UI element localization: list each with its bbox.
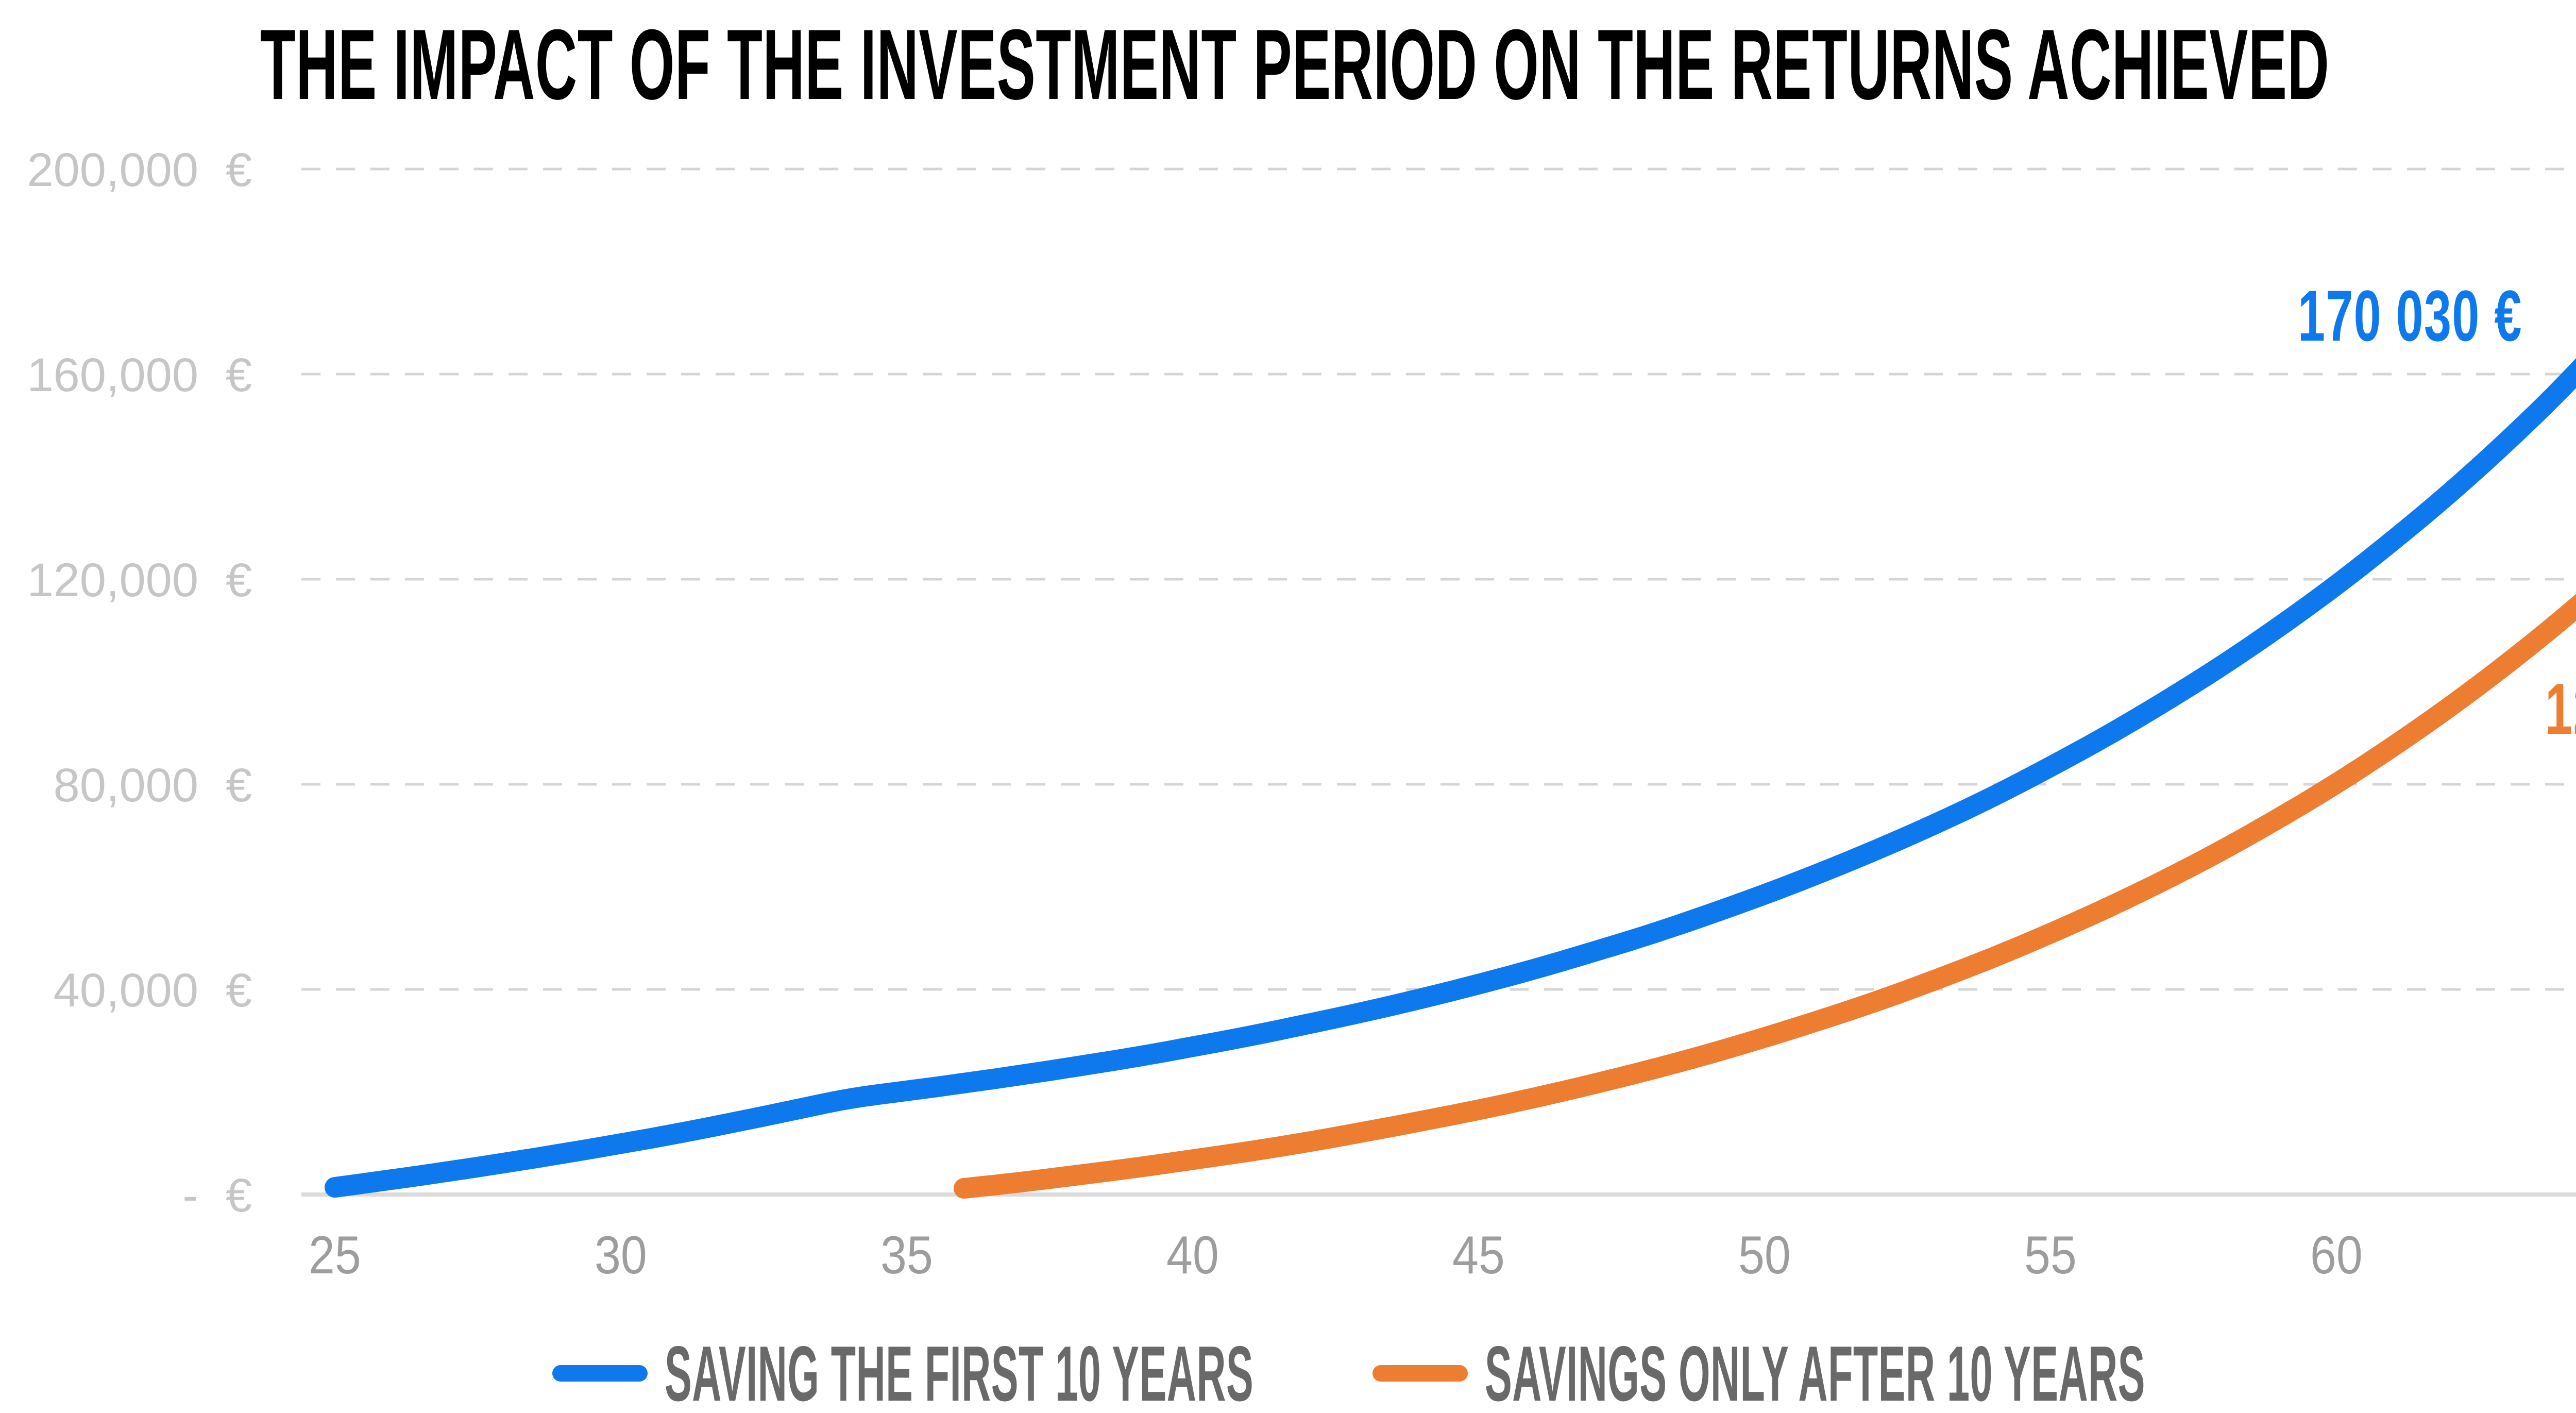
y-axis-label-number: -	[182, 1169, 198, 1222]
x-axis-label-text: 30	[595, 1225, 647, 1285]
euro-symbol: €	[226, 1169, 252, 1222]
x-axis-label-65: 65	[2561, 1223, 2576, 1288]
y-axis-label-number: 40,000	[53, 964, 198, 1017]
series-curves-group	[325, 358, 2576, 1199]
x-axis-label-text: 35	[880, 1225, 933, 1285]
chart-title-text: THE IMPACT OF THE INVESTMENT PERIOD ON T…	[260, 9, 2330, 121]
y-axis-label-160000: 160,000 €	[0, 351, 258, 399]
line-saving-the-first-10-years	[325, 358, 2576, 1198]
end-label-savings-only-after-10-years: 122 346 €	[2545, 673, 2576, 745]
legend-swatch-savings-only-after-10-years	[1372, 1365, 1468, 1382]
x-axis-label-text: 50	[1738, 1225, 1791, 1285]
x-axis-label-25: 25	[273, 1223, 397, 1288]
x-axis-label-text: 60	[2310, 1225, 2363, 1285]
x-axis-label-50: 50	[1703, 1223, 1826, 1288]
x-axis-label-45: 45	[1417, 1223, 1540, 1288]
x-axis-label-55: 55	[1989, 1223, 2112, 1288]
euro-symbol: €	[226, 964, 252, 1017]
euro-symbol: €	[226, 554, 252, 607]
euro-symbol: €	[226, 144, 252, 196]
legend-label-saving-first-10-years: SAVING THE FIRST 10 YEARS	[665, 1330, 1254, 1413]
x-axis-label-40: 40	[1131, 1223, 1255, 1288]
y-axis-label-200000: 200,000 €	[0, 146, 258, 194]
euro-symbol: €	[226, 349, 252, 401]
x-axis-label-30: 30	[559, 1223, 683, 1288]
line-savings-only-after-10-years	[954, 594, 2576, 1199]
x-axis-label-text: 55	[2024, 1225, 2077, 1285]
x-axis-label-text: 45	[1452, 1225, 1505, 1285]
end-label-saving-first-10-years-text: 170 030 €	[2298, 275, 2522, 356]
x-axis-label-35: 35	[845, 1223, 969, 1288]
gridlines-group	[301, 167, 2576, 1197]
y-axis-label-120000: 120,000 €	[0, 557, 258, 604]
x-axis-label-text: 40	[1166, 1225, 1219, 1285]
y-axis-label-80000: 80,000 €	[0, 762, 258, 809]
x-axis-label-text: 25	[309, 1225, 361, 1285]
y-axis-label-number: 80,000	[53, 759, 198, 812]
y-axis-label-40000: 40,000 €	[0, 967, 258, 1014]
end-label-savings-only-after-10-years-text: 122 346 €	[2545, 668, 2576, 749]
y-axis-label-number: 120,000	[27, 554, 198, 607]
euro-symbol: €	[226, 759, 252, 812]
end-label-saving-first-10-years: 170 030 €	[2298, 280, 2576, 352]
y-axis-label-number: 160,000	[27, 349, 198, 401]
legend-label-savings-only-after-10-years: SAVINGS ONLY AFTER 10 YEARS	[1485, 1330, 2145, 1413]
y-axis-label-number: 200,000	[27, 144, 198, 196]
legend-swatch-saving-first-10-years	[552, 1365, 648, 1382]
x-axis-label-60: 60	[2275, 1223, 2398, 1288]
y-axis-label-0: - €	[0, 1172, 258, 1219]
chart-title: THE IMPACT OF THE INVESTMENT PERIOD ON T…	[260, 15, 2576, 115]
